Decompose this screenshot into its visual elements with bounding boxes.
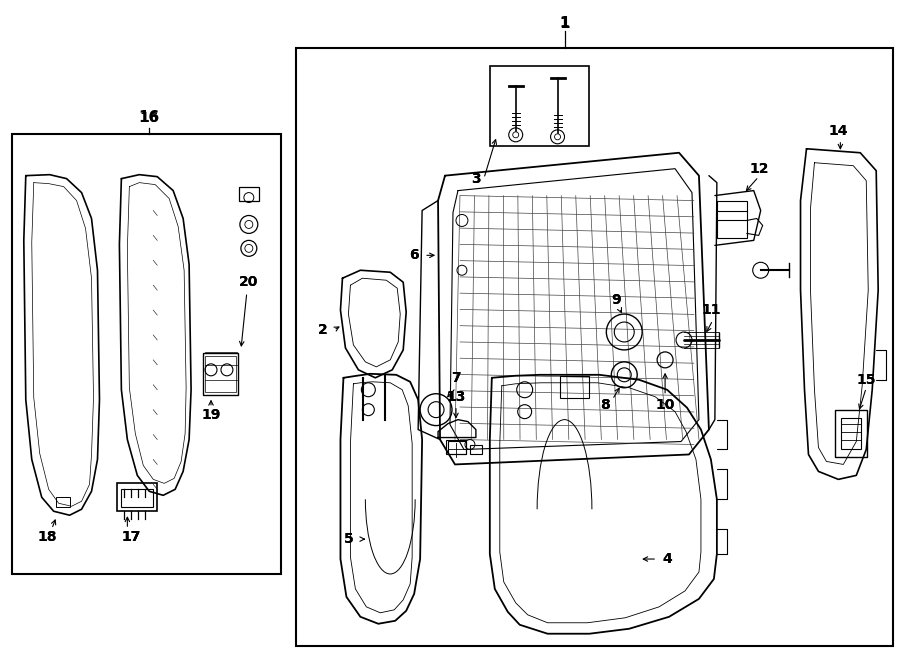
Bar <box>717 200 747 239</box>
Bar <box>490 66 590 146</box>
Bar <box>12 134 281 574</box>
Text: 20: 20 <box>239 275 258 290</box>
Text: 15: 15 <box>857 373 876 387</box>
Bar <box>56 497 69 507</box>
Text: 18: 18 <box>37 530 57 544</box>
Bar <box>296 48 893 646</box>
Text: 12: 12 <box>749 162 769 176</box>
Text: 1: 1 <box>560 17 570 30</box>
Bar <box>835 410 868 457</box>
Text: 19: 19 <box>202 408 220 422</box>
Bar <box>560 376 590 398</box>
Text: 14: 14 <box>829 124 848 138</box>
Circle shape <box>240 215 257 233</box>
Text: 10: 10 <box>655 398 675 412</box>
Bar <box>205 356 236 392</box>
Bar <box>448 440 466 455</box>
Text: 13: 13 <box>446 390 465 404</box>
Text: 16: 16 <box>140 111 159 125</box>
Text: 7: 7 <box>451 371 461 385</box>
Text: 3: 3 <box>471 172 481 186</box>
Text: 4: 4 <box>662 552 672 566</box>
Bar <box>238 186 259 200</box>
Text: 17: 17 <box>122 530 141 544</box>
Text: 8: 8 <box>600 398 610 412</box>
Text: 18: 18 <box>37 530 57 544</box>
Text: 1: 1 <box>559 16 570 31</box>
Text: 8: 8 <box>600 398 610 412</box>
Text: 2: 2 <box>318 323 328 337</box>
Bar <box>842 418 861 449</box>
Text: 6: 6 <box>410 249 419 262</box>
Text: 9: 9 <box>611 293 621 307</box>
Text: 5: 5 <box>344 532 354 546</box>
Text: 20: 20 <box>239 275 258 290</box>
Bar <box>122 489 153 507</box>
Text: 17: 17 <box>122 530 141 544</box>
Bar <box>446 440 466 455</box>
Text: 14: 14 <box>829 124 848 138</box>
Text: 9: 9 <box>611 293 621 307</box>
Bar <box>470 444 482 455</box>
Text: 17: 17 <box>122 530 141 544</box>
Text: 16: 16 <box>139 110 160 126</box>
Text: 13: 13 <box>446 390 465 404</box>
Text: 6: 6 <box>410 249 419 262</box>
Text: 11: 11 <box>701 303 721 317</box>
Text: 10: 10 <box>655 398 675 412</box>
Text: 4: 4 <box>662 552 672 566</box>
Text: 3: 3 <box>471 172 481 186</box>
Text: 12: 12 <box>749 162 769 176</box>
Bar <box>203 353 238 395</box>
Text: 7: 7 <box>451 371 461 385</box>
Text: 19: 19 <box>202 408 220 422</box>
Text: 5: 5 <box>344 532 354 546</box>
Text: 15: 15 <box>857 373 876 387</box>
Text: 11: 11 <box>701 303 721 317</box>
Text: 2: 2 <box>318 323 328 337</box>
Bar <box>117 483 158 511</box>
